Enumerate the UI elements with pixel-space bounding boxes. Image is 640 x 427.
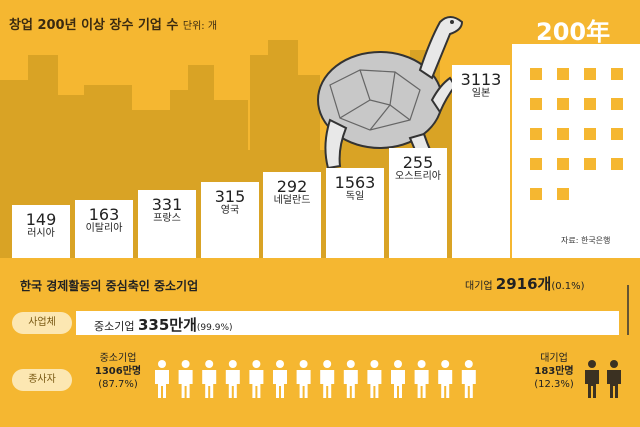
bar-label: 프랑스: [153, 213, 181, 224]
bar-label: 네덜란드: [273, 195, 311, 206]
person-icon-sme: [391, 360, 405, 398]
person-icon-sme: [202, 360, 217, 398]
pill-employees: 종사자: [12, 369, 72, 391]
bar-value: 163: [88, 205, 120, 224]
businesses-bar: [76, 311, 619, 335]
person-icon-sme: [414, 360, 429, 398]
bar-4: 315 영국: [201, 182, 259, 258]
highlight-label: 200年: [536, 18, 611, 46]
bar-value: 292: [276, 177, 308, 196]
person-icon-sme: [296, 360, 311, 398]
bar-5: 292 네덜란드: [263, 172, 321, 258]
person-icon-sme: [273, 360, 287, 398]
source-note: 자료: 한국은행: [561, 236, 611, 245]
person-icon-sme: [367, 360, 382, 398]
bar-2: 163 이탈리아: [75, 200, 133, 258]
large-employees: 대기업 183만명 (12.3%): [534, 353, 574, 390]
bar-6: 1563 독일: [326, 168, 384, 258]
bar-value: 1563: [334, 173, 376, 192]
pill-businesses: 사업체: [12, 312, 72, 334]
bar-8: 3113 일본: [452, 65, 510, 258]
section2-title: 한국 경제활동의 중심축인 중소기업: [20, 279, 199, 293]
bar-label: 독일: [345, 191, 365, 202]
bar-value: 3113: [460, 70, 502, 89]
businesses-label: 중소기업 335만개(99.9%): [94, 316, 233, 334]
person-icon-sme: [343, 360, 358, 398]
bar-label: 이탈리아: [85, 223, 123, 234]
person-icon-large: [607, 360, 621, 398]
person-icon-sme: [155, 360, 169, 398]
bar-value: 255: [402, 153, 434, 172]
bar-label: 오스트리아: [395, 171, 441, 182]
bar-1: 149 러시아: [12, 205, 70, 258]
bar-value: 331: [151, 195, 183, 214]
bar-value: 149: [25, 210, 57, 229]
person-icon-sme: [320, 360, 335, 398]
person-icon-sme: [178, 360, 193, 398]
person-icon-sme: [461, 360, 476, 398]
person-icon-large: [585, 360, 599, 398]
bar-label: 러시아: [27, 228, 55, 239]
bar-7: 255 오스트리아: [389, 148, 447, 258]
bar-label: 일본: [471, 88, 491, 99]
building-200-years: [512, 44, 640, 260]
chart-unit: 단위: 개: [182, 21, 218, 32]
bar-label: 영국: [220, 205, 240, 216]
bar-value: 315: [214, 187, 246, 206]
bar-3: 331 프랑스: [138, 190, 196, 258]
person-icon-sme: [438, 360, 453, 398]
sme-employees: 중소기업 1306만명 (87.7%): [94, 353, 142, 390]
person-icon-sme: [225, 360, 240, 398]
large-company-count: 대기업 2916개(0.1%): [465, 275, 585, 293]
chart-title: 창업 200년 이상 장수 기업 수 단위: 개: [9, 18, 218, 33]
person-icon-sme: [249, 360, 264, 398]
